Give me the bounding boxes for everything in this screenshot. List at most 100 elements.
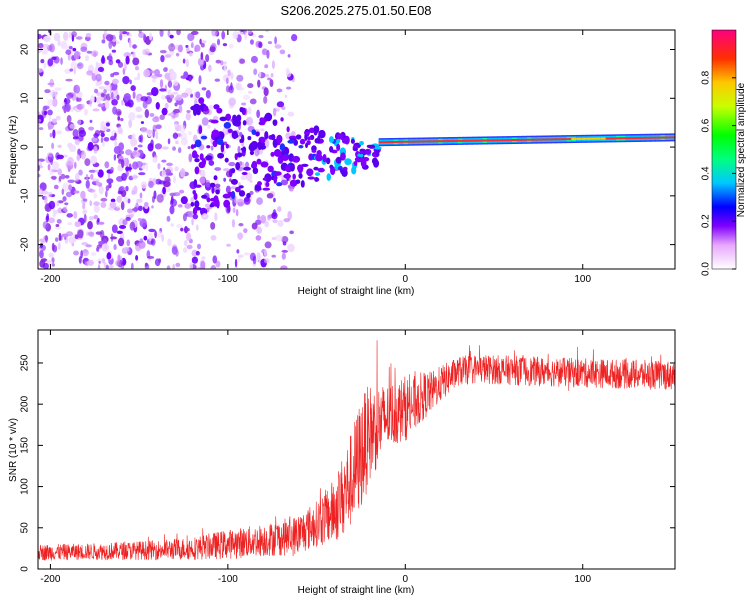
spectrogram-blob <box>180 132 188 140</box>
spectrogram-blob <box>300 180 305 188</box>
spectrogram-blob <box>160 55 165 63</box>
spectrogram-blob <box>215 59 222 64</box>
spectrogram-blob <box>76 96 82 102</box>
spectrogram-blob <box>39 250 44 259</box>
spectrogram-blob <box>262 48 268 56</box>
spectrogram-blob <box>56 200 60 207</box>
spectrogram-blob <box>131 175 139 179</box>
spectrogram-blob <box>208 104 213 111</box>
spectrogram-blob <box>202 213 208 219</box>
spectrogram-blob <box>38 42 44 49</box>
spectrogram-blob <box>192 103 201 112</box>
spectrogram-blob <box>258 41 263 49</box>
spectrogram-blob <box>83 108 88 116</box>
spectrogram-blob <box>317 167 325 173</box>
spectrogram-blob <box>336 138 341 143</box>
spectrogram-blob <box>131 133 136 141</box>
spectrogram-blob <box>125 216 131 222</box>
spectrogram-blob <box>180 137 189 146</box>
spectrogram-blob <box>340 152 346 161</box>
spectrogram-blob <box>146 255 155 259</box>
spectrogram-blob <box>51 242 55 252</box>
spectrogram-blob <box>283 218 291 223</box>
spectrogram-blob <box>276 206 282 212</box>
spectrogram-blob <box>255 131 260 137</box>
spectrogram-blob <box>51 56 57 61</box>
spectrogram-blob <box>162 146 169 150</box>
spectrogram-blob <box>287 210 293 221</box>
spectrogram-blob <box>105 185 110 192</box>
spectrogram-blob <box>175 52 180 57</box>
spectrogram-blob <box>173 192 181 197</box>
spectrogram-blob <box>114 140 118 147</box>
spectrogram-blob <box>212 255 218 264</box>
spectrogram-blob <box>273 148 282 157</box>
spectrogram-blob <box>228 161 236 167</box>
tone-band-core <box>566 138 572 141</box>
spectrogram-blob <box>307 176 316 180</box>
spectrogram-blob <box>185 227 190 232</box>
spectrogram-blob <box>276 88 283 93</box>
spectrogram-blob <box>167 138 171 145</box>
spectrogram-blob <box>232 114 237 122</box>
tone-band-core <box>467 139 474 142</box>
spectrogram-blob <box>319 132 325 136</box>
spectrogram-blob <box>178 124 186 134</box>
spectrogram-blob <box>108 59 114 66</box>
spectrogram-blob <box>65 104 71 113</box>
spectrogram-blob <box>73 50 80 60</box>
spectrogram-blob <box>241 171 248 176</box>
spectrogram-blob <box>216 38 221 46</box>
spectrogram-blob <box>185 44 189 49</box>
spectrogram-blob <box>306 168 314 177</box>
spectrogram-blob <box>109 201 117 209</box>
spectrogram-blob <box>183 239 188 247</box>
spectrogram-blob <box>57 168 63 176</box>
spectrogram-blob <box>215 189 220 195</box>
spectrogram-blob <box>251 160 258 170</box>
spectrogram-blob <box>121 99 124 106</box>
spectrogram-blob <box>176 224 182 228</box>
spectrogram-blob <box>226 243 231 247</box>
spectrogram-blob <box>76 154 81 161</box>
spectrogram-blob <box>77 229 84 239</box>
spectrogram-blob <box>94 169 100 173</box>
spectrogram-blob <box>253 68 258 76</box>
spectrogram-blob <box>52 129 56 139</box>
spectrogram-blob <box>223 128 228 133</box>
spectrogram-blob <box>111 224 118 234</box>
spectrogram-blob <box>86 259 95 266</box>
spectrogram-blob <box>210 145 214 151</box>
colorbar-tick-label: 0.0 <box>701 262 712 276</box>
spectrogram-blob <box>298 144 304 149</box>
spectrogram-blob <box>42 262 49 269</box>
spectrogram-blob <box>351 166 357 175</box>
spectrogram-blob <box>225 185 231 194</box>
spectrogram-blob <box>264 220 270 228</box>
spectrogram-blob <box>238 223 244 227</box>
spectrogram-blob <box>137 217 142 222</box>
spectrogram-blob <box>232 207 236 213</box>
spectrogram-blob <box>295 179 301 184</box>
spectrogram-blob <box>227 69 231 77</box>
spectrogram-blob <box>57 207 63 214</box>
spectrogram-blob <box>272 219 278 224</box>
spectrogram-blob <box>164 54 172 58</box>
spectrogram-blob <box>328 136 334 144</box>
tone-band-core <box>433 140 439 143</box>
spectrogram-blob <box>221 30 226 40</box>
spectrogram-blob <box>125 55 130 65</box>
spectrogram-blob <box>130 213 134 218</box>
spectrogram-blob <box>236 74 244 82</box>
spectrogram-blob <box>100 197 108 202</box>
spectrogram-blob <box>256 252 261 261</box>
spectrogram-blob <box>117 219 122 225</box>
spectrogram-blob <box>113 154 117 161</box>
spectrogram-blob <box>215 183 221 188</box>
spectrogram-blob <box>239 58 246 64</box>
spectrogram-blob <box>77 119 82 125</box>
spectrogram-blob <box>246 172 253 182</box>
spectrogram-blob <box>132 51 136 59</box>
spectrogram-blob <box>200 260 206 269</box>
spectrogram-blob <box>153 190 157 200</box>
